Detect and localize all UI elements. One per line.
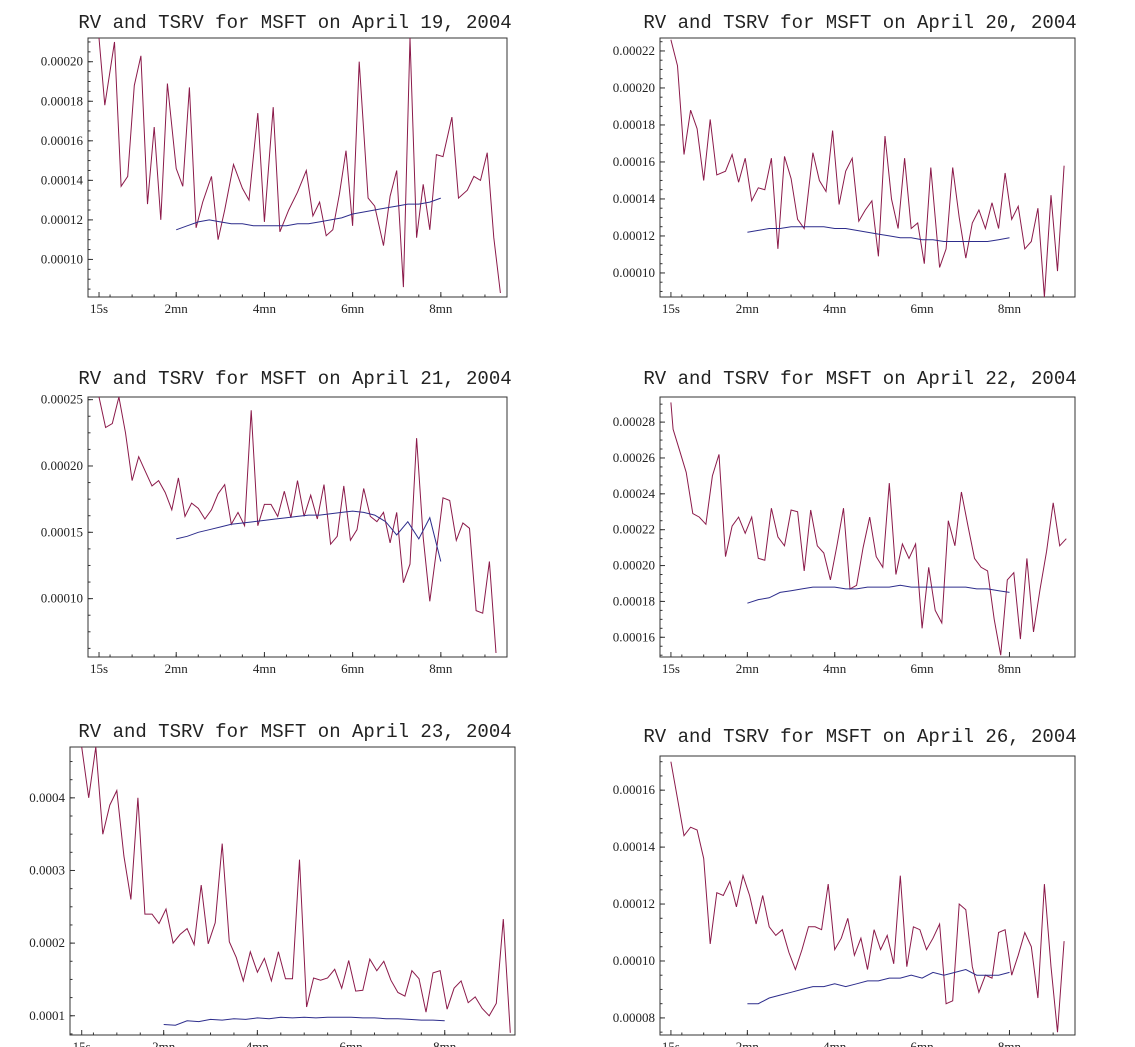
y-tick-label: 0.00012: [41, 212, 83, 227]
x-tick-label: 2mn: [736, 661, 760, 676]
y-tick-label: 0.00020: [613, 558, 655, 573]
chart-panel-april-21: RV and TSRV for MSFT on April 21, 2004 0…: [0, 352, 560, 697]
tsrv-series-line: [176, 197, 441, 231]
chart-title: RV and TSRV for MSFT on April 26, 2004: [643, 726, 1076, 748]
y-tick-label: 0.0001: [29, 1008, 65, 1023]
y-tick-label: 0.00010: [613, 953, 655, 968]
rv-series-line: [670, 761, 1065, 1033]
chart-svg-april-19: RV and TSRV for MSFT on April 19, 2004 0…: [41, 12, 512, 316]
chart-title: RV and TSRV for MSFT on April 21, 2004: [78, 368, 511, 390]
x-tick-label: 15s: [73, 1039, 91, 1047]
rv-series-line: [670, 39, 1065, 297]
x-tick-label: 8mn: [433, 1039, 457, 1047]
y-tick-label: 0.00025: [41, 392, 83, 407]
rv-series-line: [98, 397, 497, 654]
x-tick-label: 4mn: [823, 1039, 847, 1047]
x-tick-label: 6mn: [911, 661, 935, 676]
tsrv-series-line: [747, 968, 1010, 1005]
x-tick-label: 8mn: [429, 301, 453, 316]
chart-svg-april-22: RV and TSRV for MSFT on April 22, 2004 0…: [613, 368, 1077, 676]
chart-title: RV and TSRV for MSFT on April 19, 2004: [78, 12, 511, 34]
plot-frame: [87, 396, 508, 658]
x-tick-label: 2mn: [736, 1039, 760, 1047]
chart-panel-april-22: RV and TSRV for MSFT on April 22, 2004 0…: [575, 352, 1135, 697]
x-tick-label: 6mn: [911, 1039, 935, 1047]
x-tick-label: 2mn: [165, 661, 189, 676]
y-tick-label: 0.00010: [41, 251, 83, 266]
y-tick-label: 0.0004: [29, 790, 65, 805]
x-tick-label: 2mn: [736, 301, 760, 316]
y-tick-label: 0.00016: [41, 133, 84, 148]
y-tick-label: 0.00014: [613, 839, 656, 854]
y-tick-label: 0.00018: [613, 117, 655, 132]
chart-panel-april-26: RV and TSRV for MSFT on April 26, 2004 0…: [575, 702, 1135, 1047]
x-tick-label: 4mn: [823, 661, 847, 676]
tsrv-series-line: [747, 226, 1010, 242]
chart-title: RV and TSRV for MSFT on April 23, 2004: [78, 721, 511, 743]
rv-series-line: [98, 38, 501, 294]
y-tick-label: 0.00014: [613, 191, 656, 206]
rv-series-line: [81, 747, 511, 1033]
x-tick-label: 6mn: [911, 301, 935, 316]
x-tick-label: 8mn: [998, 661, 1022, 676]
y-tick-label: 0.00016: [613, 154, 656, 169]
plot-frame: [659, 755, 1076, 1036]
chart-title: RV and TSRV for MSFT on April 20, 2004: [643, 12, 1076, 34]
y-tick-label: 0.00020: [41, 54, 83, 69]
y-tick-label: 0.00022: [613, 522, 655, 537]
chart-svg-april-20: RV and TSRV for MSFT on April 20, 2004 0…: [613, 12, 1077, 316]
x-tick-label: 8mn: [998, 301, 1022, 316]
y-tick-label: 0.0002: [29, 935, 65, 950]
x-tick-label: 15s: [90, 301, 108, 316]
x-tick-label: 6mn: [341, 301, 365, 316]
y-tick-label: 0.00014: [41, 172, 84, 187]
chart-svg-april-23: RV and TSRV for MSFT on April 23, 2004 0…: [29, 721, 516, 1047]
x-tick-label: 2mn: [152, 1039, 176, 1047]
y-tick-label: 0.00018: [41, 93, 83, 108]
x-tick-label: 6mn: [339, 1039, 363, 1047]
x-tick-label: 15s: [90, 661, 108, 676]
x-tick-label: 4mn: [823, 301, 847, 316]
x-tick-label: 4mn: [253, 661, 277, 676]
x-tick-label: 4mn: [253, 301, 277, 316]
x-tick-label: 4mn: [246, 1039, 270, 1047]
chart-svg-april-26: RV and TSRV for MSFT on April 26, 2004 0…: [613, 726, 1077, 1047]
x-tick-label: 15s: [662, 661, 680, 676]
y-tick-label: 0.00010: [613, 265, 655, 280]
tsrv-series-line: [163, 1016, 445, 1026]
y-tick-label: 0.00026: [613, 450, 656, 465]
y-tick-label: 0.00012: [613, 228, 655, 243]
y-tick-label: 0.00018: [613, 593, 655, 608]
plot-frame: [69, 746, 516, 1036]
tsrv-series-line: [176, 510, 442, 562]
x-tick-label: 8mn: [998, 1039, 1022, 1047]
x-tick-label: 8mn: [429, 661, 453, 676]
x-tick-label: 6mn: [341, 661, 365, 676]
y-tick-label: 0.00028: [613, 414, 655, 429]
y-tick-label: 0.0003: [29, 862, 65, 877]
y-tick-label: 0.00016: [613, 629, 656, 644]
tsrv-series-line: [747, 584, 1010, 604]
y-tick-label: 0.00024: [613, 486, 656, 501]
chart-title: RV and TSRV for MSFT on April 22, 2004: [643, 368, 1076, 390]
x-tick-label: 15s: [662, 301, 680, 316]
y-tick-label: 0.00022: [613, 43, 655, 58]
rv-series-line: [670, 402, 1067, 656]
y-tick-label: 0.00020: [613, 80, 655, 95]
y-tick-label: 0.00015: [41, 524, 83, 539]
chart-svg-april-21: RV and TSRV for MSFT on April 21, 2004 0…: [41, 368, 512, 676]
chart-panel-april-23: RV and TSRV for MSFT on April 23, 2004 0…: [0, 702, 560, 1047]
x-tick-label: 15s: [662, 1039, 680, 1047]
y-tick-label: 0.00010: [41, 591, 83, 606]
y-tick-label: 0.00008: [613, 1010, 655, 1025]
chart-panel-april-19: RV and TSRV for MSFT on April 19, 2004 0…: [0, 0, 560, 345]
chart-panel-april-20: RV and TSRV for MSFT on April 20, 2004 0…: [575, 0, 1135, 345]
y-tick-label: 0.00020: [41, 458, 83, 473]
x-tick-label: 2mn: [165, 301, 189, 316]
plot-frame: [87, 37, 508, 298]
y-tick-label: 0.00016: [613, 782, 656, 797]
y-tick-label: 0.00012: [613, 896, 655, 911]
plot-frame: [659, 37, 1076, 298]
plot-frame: [659, 396, 1076, 658]
